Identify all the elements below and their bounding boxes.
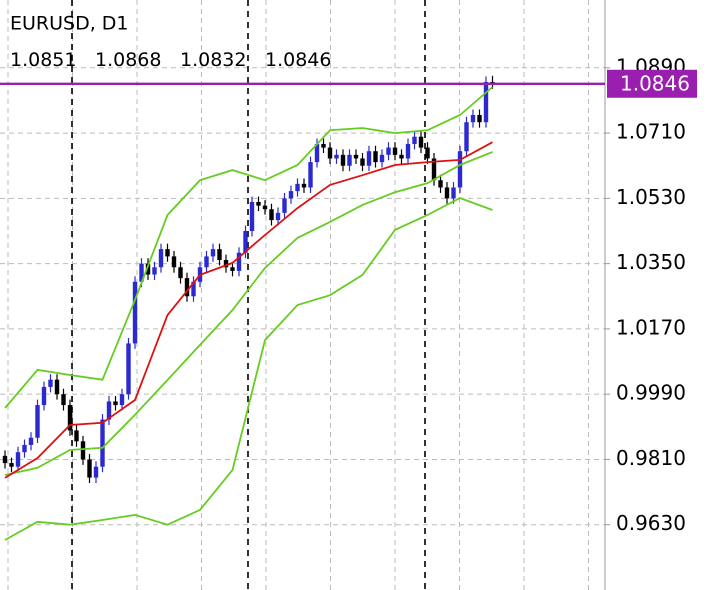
candle-body	[230, 267, 235, 271]
price-tag-label: 1.0846	[620, 71, 690, 95]
y-tick-label: 0.9630	[616, 511, 686, 535]
grid	[0, 0, 605, 590]
candle-body	[28, 437, 34, 445]
price-axis: 1.08901.07101.05301.03501.01700.99900.98…	[605, 54, 686, 535]
candle-body	[405, 143, 411, 159]
y-tick-label: 1.0170	[616, 315, 686, 339]
candle-body	[210, 249, 216, 257]
y-tick-label: 1.0710	[616, 120, 686, 144]
candle-body	[470, 114, 476, 123]
candle-body	[386, 147, 391, 155]
candle-body	[249, 201, 255, 231]
candle-body	[191, 281, 196, 297]
candle-body	[308, 162, 313, 188]
candle-body	[178, 267, 183, 279]
candle-body	[301, 183, 307, 188]
candle-body	[392, 147, 398, 155]
candle-body	[106, 401, 112, 420]
candle-body	[204, 256, 209, 268]
indicator-line	[4, 86, 494, 409]
symbol-title: EURUSD, D1	[10, 13, 129, 35]
candle-body	[236, 252, 242, 271]
price-tag-box	[607, 69, 697, 98]
candle-body	[327, 147, 333, 159]
candle-body	[295, 183, 300, 192]
candle-body	[217, 249, 222, 261]
candle-body	[152, 267, 157, 275]
candle-body	[48, 379, 53, 387]
candle-body	[61, 394, 66, 406]
candle-body	[223, 260, 229, 268]
indicator-line	[4, 151, 493, 476]
candle-body	[139, 263, 144, 282]
indicator-line	[4, 141, 493, 479]
candle-body	[87, 459, 92, 478]
candle-body	[477, 114, 482, 123]
candle-body	[288, 191, 294, 199]
candle-body	[9, 463, 14, 467]
y-tick-label: 1.0530	[616, 185, 686, 209]
candle-body	[74, 430, 79, 442]
candle-body	[366, 151, 372, 166]
candle-body	[132, 281, 138, 344]
indicator-line	[4, 197, 493, 541]
candle-body	[321, 143, 326, 148]
candle-body	[269, 209, 274, 221]
candle-body	[126, 343, 131, 395]
candle-body	[165, 249, 170, 257]
candle-body	[418, 136, 424, 148]
candle-body	[314, 143, 320, 163]
ohlc-header: 1.0851 1.0868 1.0832 1.0846	[10, 49, 331, 71]
candle-body	[15, 452, 21, 467]
candle-body	[438, 180, 443, 188]
y-tick-label: 0.9810	[616, 446, 686, 470]
candle-body	[275, 212, 281, 221]
candle-body	[41, 386, 47, 406]
candle-body	[243, 230, 248, 253]
candle-body	[444, 187, 450, 199]
candle-body	[171, 256, 177, 268]
candle-body	[54, 379, 60, 395]
candle-body	[35, 405, 40, 438]
price-tag: 1.0846	[0, 69, 697, 98]
candle-body	[67, 405, 73, 431]
candle-body	[113, 401, 118, 406]
candle-body	[379, 154, 385, 163]
candle-body	[483, 81, 489, 123]
candle-body	[158, 249, 164, 268]
y-tick-label: 1.0350	[616, 250, 686, 274]
candle-body	[360, 158, 365, 166]
candle-body	[80, 441, 86, 460]
plot	[2, 75, 495, 541]
candle-body	[282, 198, 287, 213]
ohlc-close: 1.0846	[265, 49, 331, 71]
candle-body	[412, 136, 417, 144]
candle-body	[425, 147, 430, 159]
candle-body	[145, 263, 151, 275]
y-tick-label: 0.9990	[616, 381, 686, 405]
candle-body	[464, 122, 469, 152]
candle-body	[119, 394, 125, 406]
candle-body	[100, 419, 105, 467]
candle-body	[353, 154, 359, 159]
candle-body	[93, 466, 99, 478]
candle-body	[347, 154, 352, 166]
candle-body	[256, 201, 261, 206]
candle-body	[373, 151, 378, 163]
candle-body	[431, 158, 437, 181]
candle-body	[340, 154, 346, 166]
ohlc-low: 1.0832	[180, 49, 246, 71]
candle-body	[262, 205, 268, 210]
ohlc-high: 1.0868	[95, 49, 161, 71]
candle-body	[457, 151, 463, 188]
candle-body	[334, 154, 339, 159]
candle-body	[451, 187, 456, 199]
candle-body	[2, 455, 8, 464]
candle-body	[399, 154, 404, 159]
candle-body	[184, 278, 190, 297]
candle-body	[22, 444, 27, 453]
ohlc-open: 1.0851	[10, 49, 76, 71]
